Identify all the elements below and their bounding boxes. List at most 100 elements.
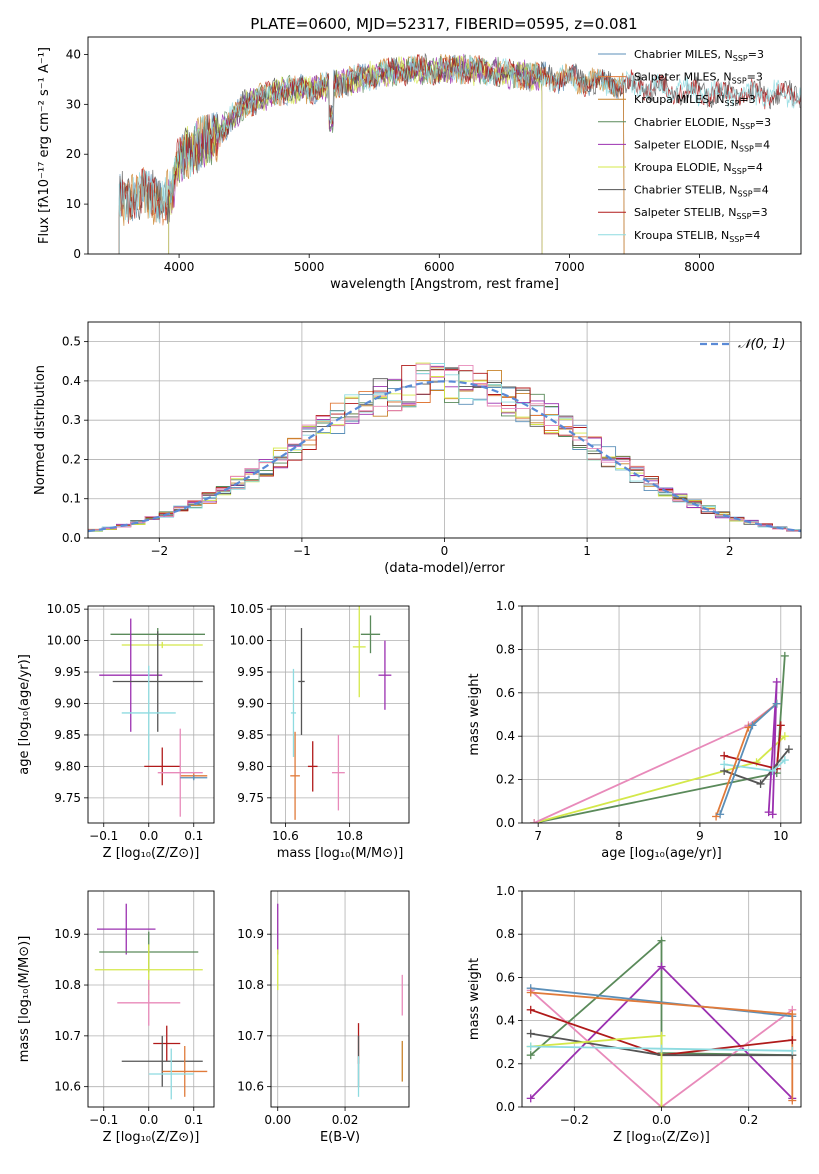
plus-marker (657, 962, 666, 971)
x-tick-label: 10.6 (272, 829, 299, 843)
x-axis-label: (data-model)/error (384, 561, 505, 576)
errorbar-point (121, 641, 203, 649)
x-axis-label: age [log₁₀(age/yr)] (601, 846, 722, 861)
mass-weight-line (530, 989, 793, 1107)
plus-marker (764, 808, 773, 817)
plus-marker (756, 779, 765, 788)
x-tick-label: 0.1 (184, 1113, 203, 1127)
errorbar-point (157, 728, 203, 817)
plot-area-mass-vs-Z (88, 891, 214, 1107)
spectrum-line (168, 55, 543, 254)
y-tick-label: 0.5 (62, 335, 81, 349)
legend-entry: Salpeter STELIB, NSSP=3 (634, 206, 768, 221)
x-tick-label: 10 (773, 829, 788, 843)
plot-area-age-vs-mass (271, 606, 409, 823)
plus-marker (720, 751, 729, 760)
x-tick-label: 0 (441, 544, 449, 558)
errorbar-point (162, 1046, 208, 1097)
y-tick-label: 10.8 (54, 978, 81, 992)
plus-marker (657, 936, 666, 945)
plus-marker (788, 1036, 797, 1045)
panel-mass-weight-vs-age: 7 8 9 10 0.0 0.2 0.4 0.6 0.8 1.0 age [log₁₀(age/yr… (467, 599, 801, 861)
y-tick-label: 0.3 (62, 413, 81, 427)
errorbar-point (307, 741, 318, 792)
legend-entry: Salpeter MILES, NSSP=3 (634, 71, 763, 86)
y-tick-label: 9.95 (237, 665, 264, 679)
plus-marker (657, 1031, 666, 1040)
plus-marker (780, 651, 789, 660)
plus-marker (748, 721, 757, 730)
y-tick-label: 0.0 (496, 816, 515, 830)
y-tick-label: 10.05 (230, 602, 264, 616)
y-tick-label: 1.0 (496, 599, 515, 613)
histogram-steps (88, 362, 801, 532)
y-tick-label: 30 (66, 97, 81, 111)
y-tick-label: 0.8 (496, 927, 515, 941)
axes-frame (87, 890, 215, 1108)
plot-area-age-vs-Z (88, 606, 214, 823)
x-tick-label: 0.0 (652, 1113, 671, 1127)
panel-age-vs-Z: −0.1 0.0 0.1 9.75 9.80 9.85 9.90 9.95 10.00 10.05… (17, 602, 214, 861)
axes-frame (270, 605, 410, 824)
errorbar-point (290, 731, 300, 820)
errorbar-point (99, 618, 163, 732)
x-tick-label: 6000 (424, 260, 455, 274)
y-tick-label: 10.6 (54, 1080, 81, 1094)
y-tick-label: 0.0 (496, 1100, 515, 1114)
plot-area-mass-weight-vs-age (522, 606, 801, 823)
plus-marker (768, 810, 777, 819)
y-tick-label: 0.4 (62, 374, 81, 388)
y-tick-label: 9.85 (237, 728, 264, 742)
plus-marker (526, 988, 535, 997)
x-tick-label: 0.1 (184, 829, 203, 843)
y-tick-label: 10.7 (54, 1029, 81, 1043)
plot-area-mass-weight-vs-Z (522, 891, 801, 1107)
errorbar-point (112, 631, 203, 732)
plus-marker (526, 1051, 535, 1060)
plus-marker (772, 699, 781, 708)
panel-age-vs-mass: 10.6 10.8 9.75 9.80 9.85 9.90 9.95 10.00 10.05 ma… (230, 602, 409, 861)
y-tick-label: 0.4 (496, 1014, 515, 1028)
legend: Chabrier MILES, NSSP=3 Salpeter MILES, NS… (598, 48, 771, 244)
legend-entry: Kroupa STELIB, NSSP=4 (634, 229, 760, 244)
errorbar-point (298, 628, 305, 735)
x-tick-label: 1 (583, 544, 591, 558)
y-tick-label: 0.2 (496, 1057, 515, 1071)
x-tick-label: 0.00 (264, 1113, 291, 1127)
y-tick-label: 0 (73, 247, 81, 261)
plus-marker (788, 1046, 797, 1055)
plus-marker (784, 745, 793, 754)
x-tick-label: −2 (150, 544, 168, 558)
x-axis-label: Z [log₁₀(Z/Z⊙)] (613, 1130, 710, 1145)
normal-reference-curve (88, 380, 801, 533)
errorbar-point (352, 606, 366, 698)
y-tick-label: 0.6 (496, 970, 515, 984)
figure-title: PLATE=0600, MJD=52317, FIBERID=0595, z=0… (250, 15, 637, 33)
x-tick-label: −0.1 (89, 1113, 118, 1127)
panel-residuals: −2 −1 0 1 2 0.0 0.1 0.2 0.3 0.4 0.5 (data-model)/er… (33, 322, 801, 576)
errorbar-point (180, 775, 208, 781)
plot-area-mass-vs-EBV (271, 891, 409, 1107)
x-tick-label: 9 (696, 829, 704, 843)
x-tick-label: 0.0 (139, 829, 158, 843)
x-axis-label: E(B-V) (320, 1130, 360, 1145)
mass-weight-line (533, 702, 778, 823)
plus-marker (772, 677, 781, 686)
plus-marker (716, 810, 725, 819)
panel-spectrum: 4000 5000 6000 7000 8000 0 10 20 30 40 wavelength … (37, 47, 801, 292)
axes-frame (87, 605, 215, 824)
errorbar-point (121, 665, 176, 761)
y-tick-label: 9.75 (237, 791, 264, 805)
plot-area-residuals (88, 322, 801, 538)
x-tick-label: 0.0 (139, 1113, 158, 1127)
y-tick-label: 0.4 (496, 729, 515, 743)
plus-marker (657, 1103, 666, 1107)
y-tick-label: 10.05 (47, 602, 81, 616)
axes-frame (521, 605, 802, 824)
legend-entry: Chabrier STELIB, NSSP=4 (634, 184, 769, 199)
plus-marker (780, 756, 789, 765)
mass-weight-line (530, 987, 793, 1018)
errorbar-point (117, 979, 181, 1026)
y-axis-label: mass [log₁₀(M/M⊙)] (17, 936, 32, 1063)
